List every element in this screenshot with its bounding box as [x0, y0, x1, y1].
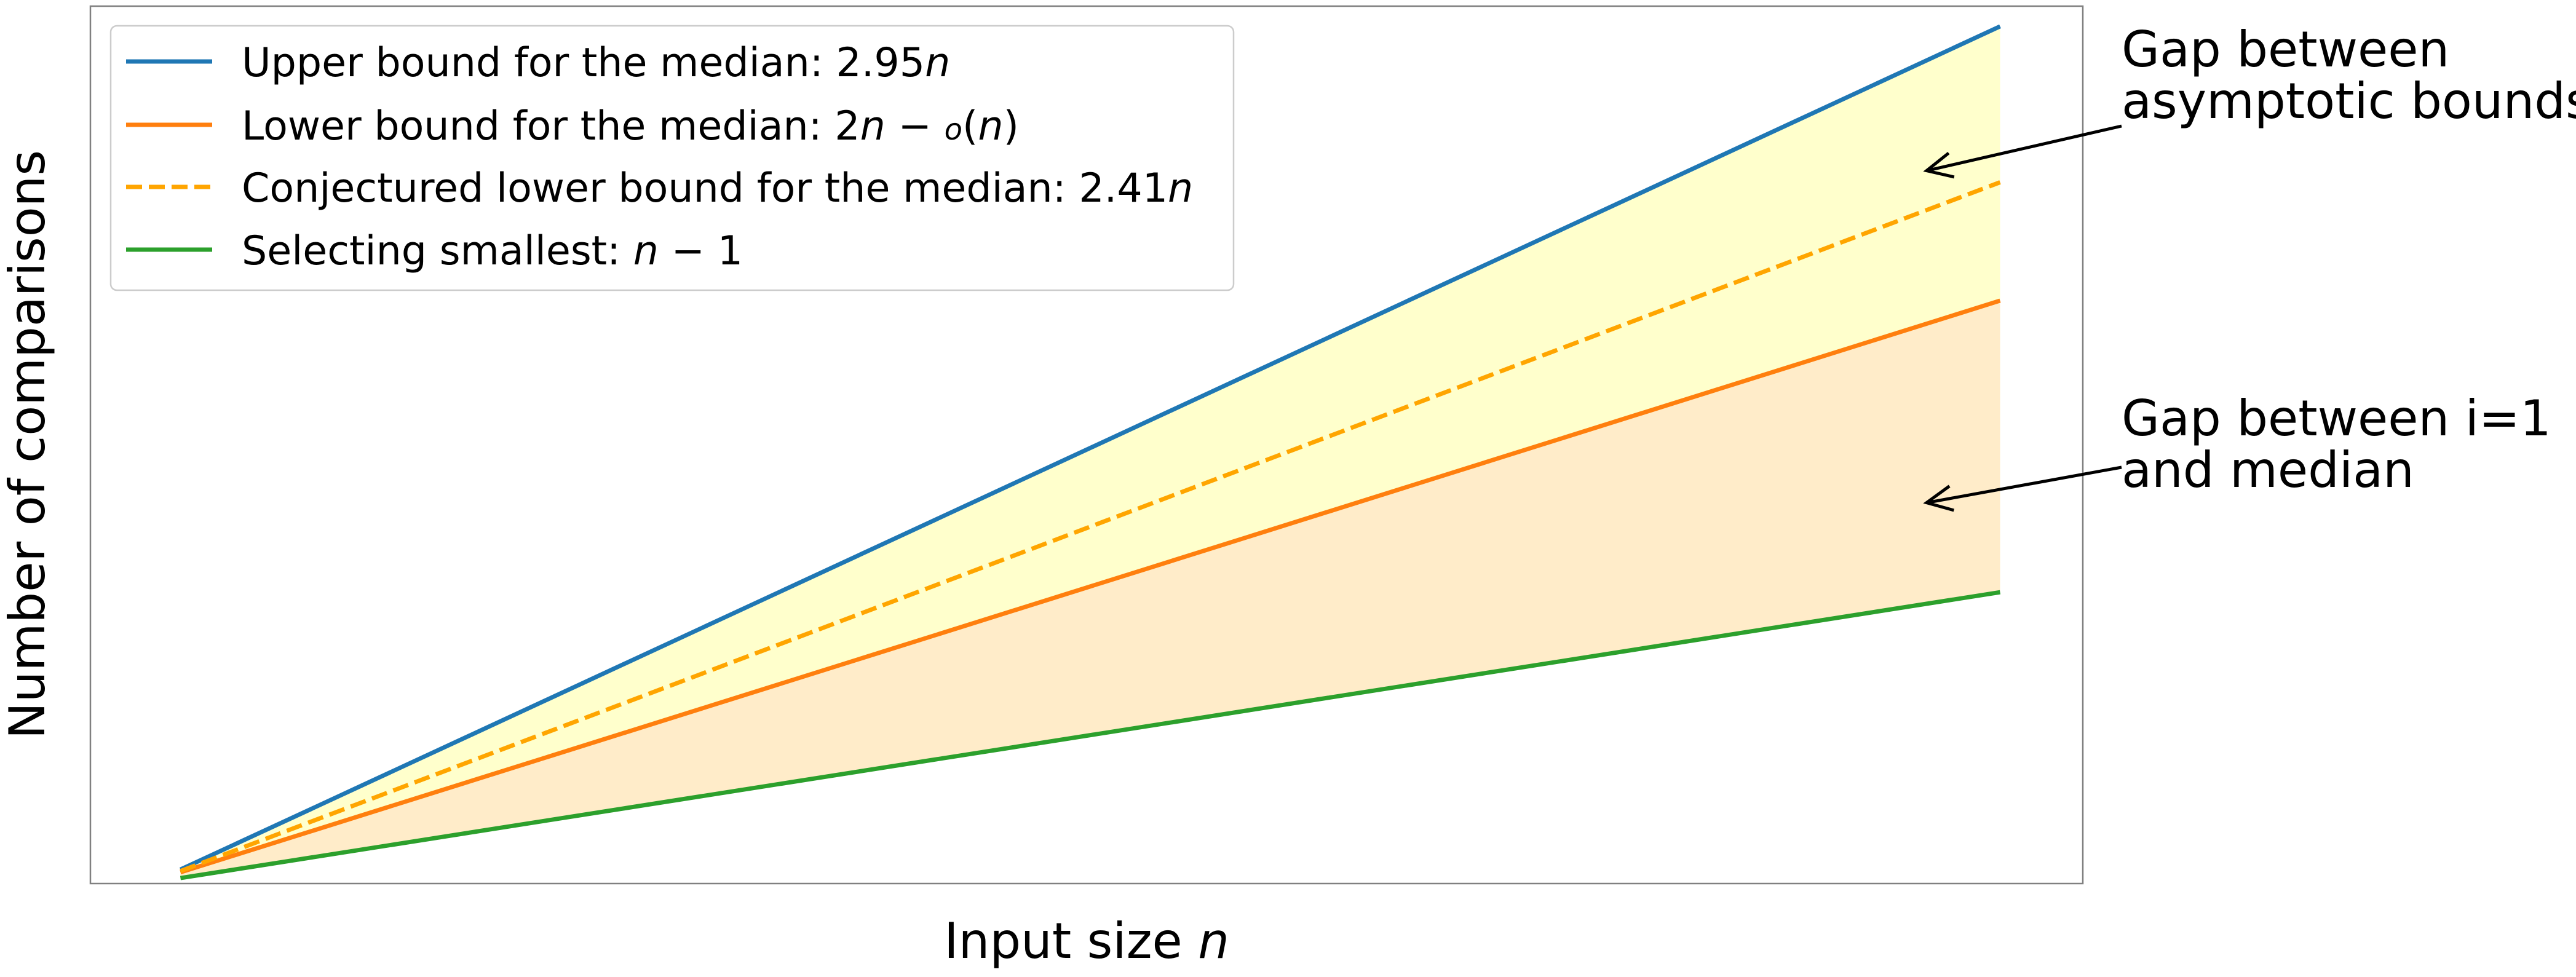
series-line-smallest — [180, 590, 2001, 880]
series-line-conjectured — [180, 180, 2001, 874]
legend: Upper bound for the median: 2.95n Lower b… — [109, 25, 1235, 291]
series-line-lower — [180, 298, 2001, 875]
legend-label-smallest: Selecting smallest: n − 1 — [242, 228, 743, 274]
x-axis-label-variable: n — [1198, 912, 1229, 970]
series-line-upper — [179, 24, 2001, 872]
series-lines — [179, 24, 2001, 880]
annotation-arrowhead-2 — [1923, 485, 1954, 512]
annotation-1: Gap between asymptotic bounds — [2122, 21, 2576, 130]
annotations: Gap between asymptotic bounds Gap between … — [1923, 21, 2576, 512]
y-axis-label: Number of comparisons — [0, 150, 56, 739]
legend-box — [109, 25, 1235, 291]
annotation-2: Gap between i=1 and median — [2122, 390, 2551, 499]
x-axis-label-text: Input size — [944, 912, 1198, 970]
annotation-arrow-1 — [1926, 124, 2122, 173]
annotation-arrowhead-1 — [1923, 151, 1955, 179]
plot-area-frame — [89, 5, 2084, 885]
legend-label-lower: Lower bound for the median: 2n − o(n) — [242, 103, 1019, 149]
x-axis-label: Input size n — [944, 912, 1229, 970]
annotation-arrow-2 — [1926, 465, 2122, 505]
legend-label-upper: Upper bound for the median: 2.95n — [242, 40, 950, 86]
legend-label-conjectured: Conjectured lower bound for the median: … — [242, 165, 1193, 212]
